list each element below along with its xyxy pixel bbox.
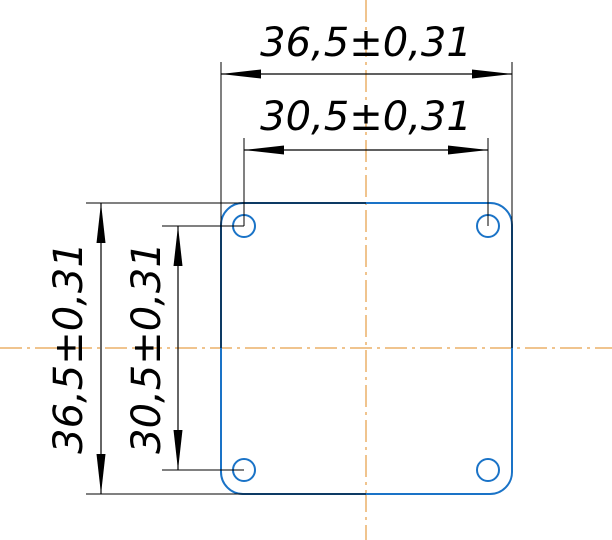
plate-outline [220,202,513,495]
dimension-outer-height: 36,5±0,31 [46,203,106,494]
dimension-hole-spacing-width: 30,5±0,31 [244,94,488,155]
dim-label-outer-height: 36,5±0,31 [46,242,92,454]
dimension-hole-spacing-height: 30,5±0,31 [124,226,183,470]
arrowhead-right [472,69,512,79]
arrowhead-bottom [173,430,183,470]
dim-label-hole-spacing-width: 30,5±0,31 [260,94,472,140]
extension-lines [86,62,513,495]
mounting-hole-bottom-right [476,458,500,482]
arrowhead-right [448,145,488,155]
dim-label-outer-width: 36,5±0,31 [260,20,472,66]
dimension-outer-width: 36,5±0,31 [221,20,512,79]
arrowhead-left [244,145,284,155]
arrowhead-bottom [96,454,106,494]
arrowhead-left [221,69,261,79]
dim-label-hole-spacing-height: 30,5±0,31 [124,242,170,454]
arrowhead-top [173,226,183,266]
arrowhead-top [96,203,106,243]
